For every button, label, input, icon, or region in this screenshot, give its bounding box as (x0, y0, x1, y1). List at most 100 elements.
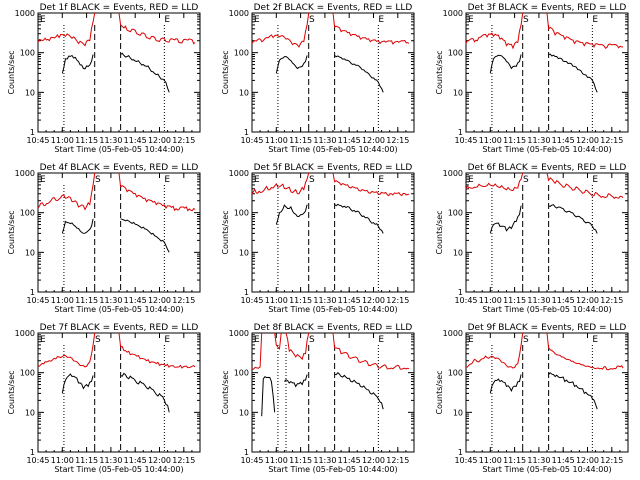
events-series-line (61, 218, 94, 234)
flag-S: S (95, 175, 101, 185)
y-tick-label: 10 (453, 88, 463, 97)
y-tick-label: 100 (20, 209, 35, 218)
y-tick-label: 1000 (443, 329, 463, 338)
y-axis-label: Counts/sec (221, 210, 230, 254)
lld-series-line (332, 332, 410, 370)
lld-series-line (251, 172, 310, 195)
flag-E: E (378, 335, 384, 345)
x-tick-label: 11:00 (265, 296, 288, 305)
y-tick-label: 10 (239, 408, 249, 417)
events-series-line (489, 374, 522, 394)
lld-series-line (332, 12, 410, 45)
flag-E: E (164, 175, 170, 185)
y-tick-label: 100 (20, 49, 35, 58)
flag-E: E (468, 175, 474, 185)
x-tick-label: 12:00 (362, 456, 385, 465)
x-tick-label: 10:45 (26, 136, 49, 145)
y-axis-label: Counts/sec (7, 370, 16, 414)
flag-E: E (164, 15, 170, 25)
x-tick-label: 12:00 (148, 296, 171, 305)
x-tick-label: 11:30 (527, 456, 550, 465)
x-tick-label: 10:45 (454, 296, 477, 305)
x-axis-label: Start Time (05-Feb-05 10:44:00) (54, 465, 183, 474)
lld-series-line (118, 332, 196, 369)
y-tick-label: 100 (448, 49, 463, 58)
y-tick-label: 10 (25, 248, 35, 257)
x-tick-label: 10:45 (454, 456, 477, 465)
lld-series-line (546, 12, 624, 49)
events-series-line (334, 55, 384, 93)
panel-title: Det 9f BLACK = Events, RED = LLD (468, 323, 627, 333)
x-tick-label: 11:45 (338, 296, 361, 305)
x-tick-label: 11:30 (99, 296, 122, 305)
x-tick-label: 11:30 (313, 136, 336, 145)
x-tick-label: 11:15 (503, 456, 526, 465)
events-series-line (284, 374, 308, 388)
panel-title: Det 3f BLACK = Events, RED = LLD (468, 3, 627, 13)
lld-series-line (465, 12, 524, 50)
flag-E: E (254, 15, 260, 25)
x-tick-label: 10:45 (240, 136, 263, 145)
x-tick-label: 11:15 (289, 296, 312, 305)
y-tick-label: 10 (25, 88, 35, 97)
flag-E: E (40, 335, 46, 345)
events-series-line (275, 204, 308, 225)
x-tick-label: 11:30 (527, 296, 550, 305)
flag-S: S (523, 335, 529, 345)
y-tick-label: 100 (448, 209, 463, 218)
y-tick-label: 1000 (443, 9, 463, 18)
events-series-line (548, 53, 598, 93)
events-series-line (489, 54, 522, 74)
flag-S: S (309, 335, 315, 345)
y-axis-label: Counts/sec (7, 210, 16, 254)
events-series-line (334, 371, 384, 410)
y-tick-label: 1000 (229, 9, 249, 18)
x-axis-label: Start Time (05-Feb-05 10:44:00) (482, 145, 611, 154)
lld-series-line (37, 12, 96, 47)
x-tick-label: 11:00 (265, 456, 288, 465)
lld-series-line (118, 172, 196, 212)
x-tick-label: 12:15 (172, 296, 195, 305)
panel-title: Det 2f BLACK = Events, RED = LLD (254, 3, 413, 13)
x-tick-label: 11:15 (289, 456, 312, 465)
x-tick-label: 11:00 (51, 456, 74, 465)
events-series-line (61, 373, 94, 394)
y-tick-label: 1000 (15, 169, 35, 178)
y-tick-label: 1000 (15, 329, 35, 338)
y-tick-label: 1000 (15, 9, 35, 18)
panel-title: Det 8f BLACK = Events, RED = LLD (254, 323, 413, 333)
y-tick-label: 1 (30, 128, 35, 137)
flag-S: S (523, 175, 529, 185)
x-axis-label: Start Time (05-Feb-05 10:44:00) (482, 465, 611, 474)
flag-E: E (254, 335, 260, 345)
events-series-line (61, 54, 94, 74)
y-tick-label: 10 (25, 408, 35, 417)
x-tick-label: 12:15 (172, 456, 195, 465)
y-tick-label: 10 (453, 248, 463, 257)
x-tick-label: 12:15 (386, 456, 409, 465)
lld-series-line (37, 332, 96, 368)
lld-series-line (332, 172, 410, 197)
flag-S: S (309, 175, 315, 185)
y-tick-label: 1 (458, 448, 463, 457)
x-tick-label: 11:00 (265, 136, 288, 145)
x-tick-label: 11:45 (124, 136, 147, 145)
y-tick-label: 1 (458, 288, 463, 297)
x-tick-label: 11:00 (479, 456, 502, 465)
flag-E: E (40, 15, 46, 25)
x-tick-label: 12:00 (576, 456, 599, 465)
y-tick-label: 10 (453, 408, 463, 417)
x-tick-label: 11:30 (313, 456, 336, 465)
events-series-line (120, 52, 170, 93)
events-series-line (548, 204, 598, 234)
events-series-line (275, 55, 308, 74)
lld-series-line (118, 12, 196, 45)
lld-series-line (251, 332, 263, 370)
flag-S: S (523, 15, 529, 25)
